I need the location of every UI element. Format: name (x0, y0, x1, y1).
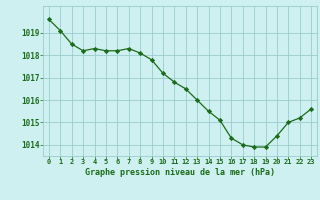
X-axis label: Graphe pression niveau de la mer (hPa): Graphe pression niveau de la mer (hPa) (85, 168, 275, 177)
